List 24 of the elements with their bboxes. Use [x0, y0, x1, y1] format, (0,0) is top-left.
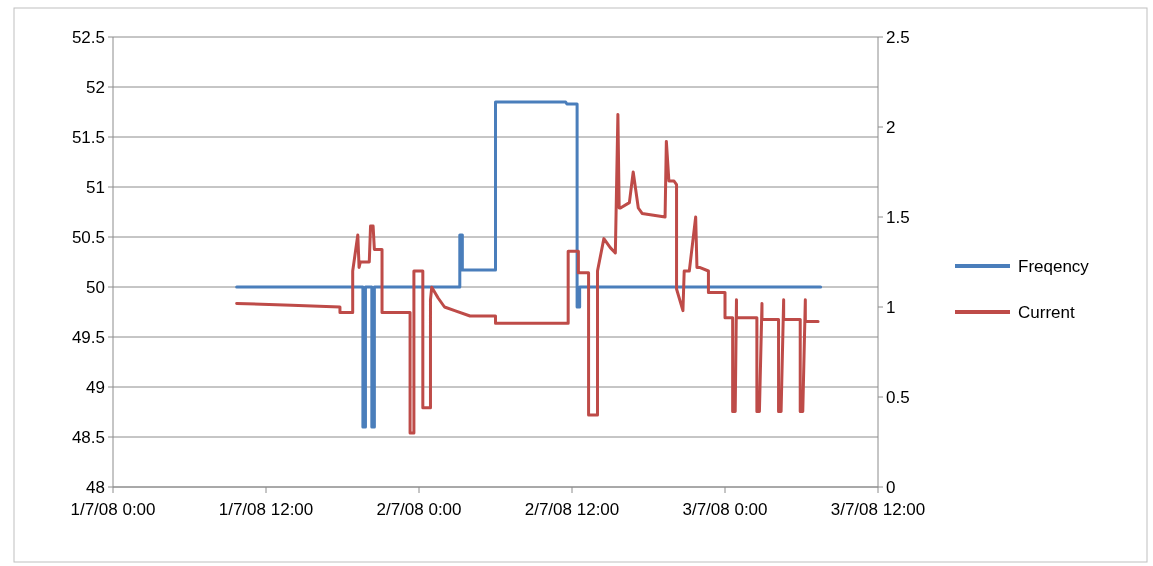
- y-tick-label: 49.5: [71, 327, 105, 347]
- y-tick-label: 51.5: [71, 127, 105, 147]
- y-tick-label: 50: [86, 277, 105, 297]
- x-tick-label: 2/7/08 0:00: [376, 500, 462, 519]
- legend-label: Current: [1018, 302, 1075, 322]
- y-tick-label: 52: [86, 77, 105, 97]
- x-tick-label: 2/7/08 12:00: [524, 500, 620, 519]
- y2-tick-label: 1: [886, 297, 896, 317]
- x-tick-label: 3/7/08 12:00: [830, 500, 926, 519]
- y2-tick-label: 0.5: [886, 387, 910, 407]
- y-tick-label: 49: [86, 377, 105, 397]
- y2-tick-label: 1.5: [886, 207, 910, 227]
- y2-tick-label: 0: [886, 477, 896, 497]
- y-tick-label: 48: [86, 477, 105, 497]
- x-tick-label: 1/7/08 12:00: [218, 500, 314, 519]
- y-tick-label: 51: [86, 177, 105, 197]
- y2-tick-label: 2: [886, 117, 896, 137]
- x-tick-label: 1/7/08 0:00: [70, 500, 156, 519]
- y-tick-label: 48.5: [71, 427, 105, 447]
- x-tick-label: 3/7/08 0:00: [682, 500, 768, 519]
- legend-label: Freqency: [1018, 256, 1090, 276]
- y2-tick-label: 2.5: [886, 27, 910, 47]
- y-tick-label: 50.5: [71, 227, 105, 247]
- y-tick-label: 52.5: [71, 27, 105, 47]
